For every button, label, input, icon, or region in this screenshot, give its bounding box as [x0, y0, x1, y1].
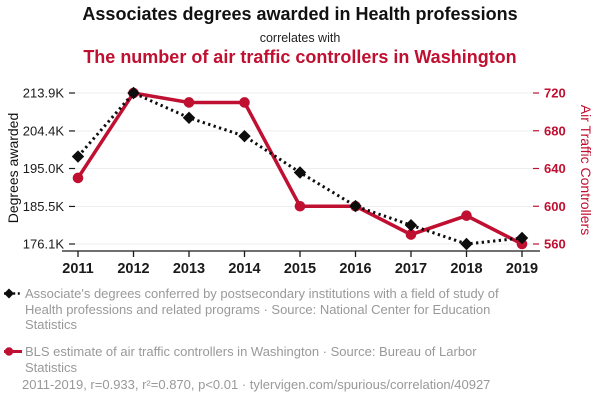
- legend-label-degrees: Associate's degrees conferred by postsec…: [25, 286, 499, 332]
- right-axis-tick-label: 640: [544, 161, 566, 176]
- x-axis-tick-label: 2014: [228, 261, 260, 277]
- air_traffic_controllers-swatch-glyph: [4, 347, 22, 356]
- stats-footer: 2011-2019, r=0.933, r²=0.870, p<0.01 · t…: [22, 377, 491, 392]
- x-axis-tick-label: 2017: [395, 261, 427, 277]
- legend-item-degrees: Associate's degrees conferred by postsec…: [3, 286, 530, 333]
- marker-air_traffic_controllers: [72, 172, 84, 184]
- marker-degrees_awarded: [71, 150, 85, 163]
- swatch-marker: [4, 288, 14, 299]
- left-axis-title: Degrees awarded: [5, 112, 21, 224]
- legend-label-controllers: BLS estimate of air traffic controllers …: [25, 344, 477, 375]
- marker-degrees_awarded: [127, 86, 140, 100]
- chart-subtitle: The number of air traffic controllers in…: [83, 47, 517, 67]
- marker-air_traffic_controllers: [239, 97, 250, 108]
- left-axis-tick-label: 185.5K: [23, 199, 65, 214]
- x-axis-tick-label: 2019: [506, 261, 538, 277]
- chart-connector-text: correlates with: [259, 31, 341, 45]
- legend-item-controllers: BLS estimate of air traffic controllers …: [3, 344, 530, 375]
- x-axis-tick-label: 2018: [450, 261, 482, 277]
- right-axis-tick-label: 560: [544, 237, 566, 252]
- x-axis-tick-label: 2016: [339, 261, 371, 277]
- marker-degrees_awarded: [404, 219, 418, 232]
- marker-degrees_awarded: [238, 129, 251, 143]
- marker-degrees_awarded: [515, 231, 529, 245]
- x-axis-tick-label: 2015: [284, 261, 316, 277]
- swatch-marker: [4, 347, 14, 356]
- right-axis-title: Air Traffic Controllers: [578, 104, 594, 236]
- marker-air_traffic_controllers: [405, 229, 417, 240]
- controllers-series-swatch-icon: [3, 344, 25, 363]
- left-axis-tick-label: 204.4K: [23, 123, 65, 138]
- degrees_awarded-swatch-glyph: [4, 288, 22, 299]
- right-axis-tick-label: 720: [544, 86, 566, 101]
- left-axis-tick-label: 195.0K: [23, 161, 65, 176]
- x-axis-tick-label: 2011: [62, 261, 93, 277]
- marker-degrees_awarded: [182, 111, 196, 124]
- chart-title: Associates degrees awarded in Health pro…: [82, 4, 518, 24]
- marker-degrees_awarded: [293, 166, 307, 179]
- x-axis-tick-label: 2013: [173, 261, 205, 277]
- right-axis-tick-label: 600: [544, 199, 566, 214]
- chart-canvas: 176.1K 185.5K 195.0K 204.4K 213.9K 560 600 640 6…: [23, 86, 566, 278]
- marker-degrees_awarded: [460, 237, 473, 251]
- left-axis-tick-label: 176.1K: [23, 237, 65, 252]
- right-axis-tick-label: 680: [544, 123, 566, 138]
- x-axis-tick-label: 2012: [117, 261, 149, 277]
- marker-air_traffic_controllers: [183, 97, 195, 108]
- degrees-series-swatch-icon: [3, 286, 25, 305]
- marker-air_traffic_controllers: [461, 210, 472, 221]
- left-axis-tick-label: 213.9K: [23, 86, 65, 101]
- marker-air_traffic_controllers: [294, 200, 306, 212]
